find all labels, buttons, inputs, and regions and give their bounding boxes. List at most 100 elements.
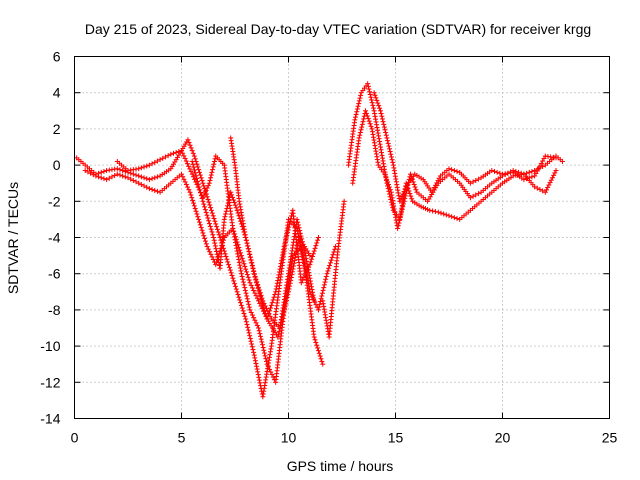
- data-point: [352, 114, 358, 120]
- data-point: [358, 92, 364, 98]
- x-axis-label: GPS time / hours: [287, 458, 394, 474]
- data-point: [310, 292, 316, 298]
- data-point: [352, 117, 358, 123]
- data-point: [206, 221, 212, 227]
- y-tick-label: -4: [48, 230, 61, 246]
- data-point: [206, 218, 212, 224]
- data-point: [283, 235, 289, 241]
- data-point: [243, 290, 249, 296]
- data-point: [106, 175, 112, 181]
- data-point: [226, 264, 232, 270]
- data-point: [204, 212, 210, 218]
- data-point: [363, 108, 369, 114]
- data-point: [402, 186, 408, 192]
- data-point: [210, 167, 216, 173]
- data-point: [324, 271, 330, 277]
- data-point: [273, 286, 279, 292]
- data-point: [310, 251, 316, 257]
- data-point: [237, 265, 243, 271]
- data-point: [547, 180, 553, 186]
- data-point: [201, 201, 207, 207]
- data-point: [258, 383, 264, 389]
- data-point: [249, 344, 255, 350]
- data-point: [195, 181, 201, 187]
- data-point: [182, 179, 188, 185]
- data-point: [399, 206, 405, 212]
- data-point: [286, 286, 292, 292]
- data-point: [322, 279, 328, 285]
- data-point: [170, 150, 176, 156]
- data-point: [301, 244, 307, 250]
- data-point: [412, 184, 418, 190]
- data-point: [205, 183, 211, 189]
- data-point: [253, 360, 259, 366]
- data-point: [149, 187, 155, 193]
- data-point: [400, 191, 406, 197]
- data-point: [470, 179, 476, 185]
- data-point: [369, 97, 375, 103]
- data-point: [195, 178, 201, 184]
- data-point: [244, 272, 250, 278]
- data-point: [154, 188, 160, 194]
- data-point: [144, 163, 150, 169]
- data-point: [261, 350, 267, 356]
- data-point: [202, 235, 208, 241]
- data-point: [494, 169, 500, 175]
- data-point: [247, 307, 253, 313]
- data-point: [259, 295, 265, 301]
- data-point: [298, 280, 304, 286]
- data-point: [312, 337, 318, 343]
- data-point: [291, 263, 297, 269]
- data-point: [240, 276, 246, 282]
- data-point: [213, 246, 219, 252]
- data-point: [311, 295, 317, 301]
- data-point: [192, 156, 198, 162]
- data-point: [356, 135, 362, 141]
- data-point: [245, 324, 251, 330]
- data-point: [256, 328, 262, 334]
- data-point: [190, 197, 196, 203]
- data-point: [215, 229, 221, 235]
- data-point: [213, 221, 219, 227]
- data-point: [262, 303, 268, 309]
- data-point: [385, 138, 391, 144]
- data-point: [545, 184, 551, 190]
- data-point: [240, 258, 246, 264]
- data-point: [372, 92, 378, 98]
- data-point: [221, 216, 227, 222]
- data-point: [180, 150, 186, 156]
- data-point: [247, 335, 253, 341]
- data-point: [329, 254, 335, 260]
- data-point: [449, 214, 455, 220]
- data-point: [311, 334, 317, 340]
- data-point: [489, 168, 495, 174]
- data-point: [317, 299, 323, 305]
- data-point: [446, 166, 452, 172]
- data-point: [306, 270, 312, 276]
- data-point: [200, 198, 206, 204]
- data-point: [387, 187, 393, 193]
- data-point: [197, 172, 203, 178]
- data-point: [229, 192, 235, 198]
- data-point: [245, 243, 251, 249]
- data-point: [152, 187, 158, 193]
- data-point: [234, 248, 240, 254]
- data-point: [315, 307, 321, 313]
- data-point: [367, 89, 373, 95]
- data-point: [210, 232, 216, 238]
- data-point: [252, 317, 258, 323]
- data-point: [302, 250, 308, 256]
- data-point: [247, 251, 253, 257]
- data-point: [297, 228, 303, 234]
- data-point: [186, 187, 192, 193]
- data-point: [295, 219, 301, 225]
- data-point: [281, 246, 287, 252]
- data-point: [220, 237, 226, 243]
- data-point: [212, 218, 218, 224]
- data-point: [189, 171, 195, 177]
- data-point: [214, 248, 220, 254]
- data-point: [368, 94, 374, 100]
- data-point: [353, 111, 359, 117]
- data-point: [529, 168, 535, 174]
- data-point: [409, 196, 415, 202]
